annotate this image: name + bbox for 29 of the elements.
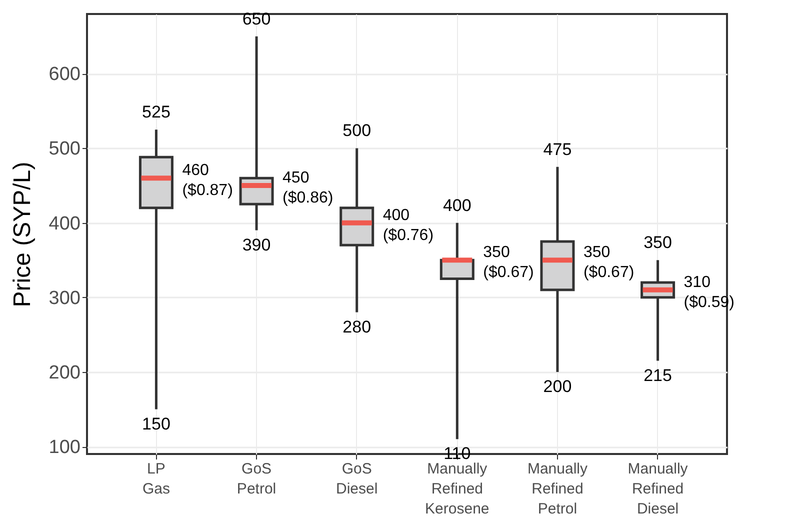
annotation: 500 <box>342 121 372 140</box>
annotation: 390 <box>242 235 271 254</box>
annotation: 475 <box>543 140 572 159</box>
y-tick-label: 600 <box>48 64 80 86</box>
annotation: 350 ($0.67) <box>583 244 634 282</box>
x-tick-label: Manually Refined Petrol <box>527 460 588 518</box>
annotation: 350 <box>644 233 672 252</box>
y-tick-label: 200 <box>48 362 80 384</box>
annotation: 400 <box>442 196 472 215</box>
y-tick-label: 300 <box>48 288 80 309</box>
x-tick-label: LP Gas <box>142 460 170 498</box>
annotation: 525 <box>142 102 170 122</box>
annotation: 460 ($0.87) <box>182 162 233 200</box>
annotation: 150 <box>142 414 170 434</box>
y-tick-label: 500 <box>48 138 80 160</box>
x-tick-label: GoS Diesel <box>336 460 378 498</box>
y-axis-title: Price (SYP/L) <box>8 162 36 308</box>
annotation: 200 <box>543 376 572 396</box>
y-tick-label: 400 <box>48 213 80 234</box>
annotation: 650 <box>242 9 271 28</box>
annotation: 450 ($0.86) <box>282 170 334 207</box>
annotation: 280 <box>342 317 372 336</box>
annotation: 400 ($0.76) <box>382 206 434 244</box>
x-tick-label: GoS Petrol <box>236 460 276 498</box>
annotation: 215 <box>644 366 672 385</box>
x-tick-label: Manually Refined Diesel <box>628 460 688 518</box>
x-tick-label: Manually Refined Kerosene <box>425 460 490 518</box>
annotation: 350 ($0.67) <box>483 244 534 282</box>
y-tick-label: 100 <box>48 437 80 458</box>
